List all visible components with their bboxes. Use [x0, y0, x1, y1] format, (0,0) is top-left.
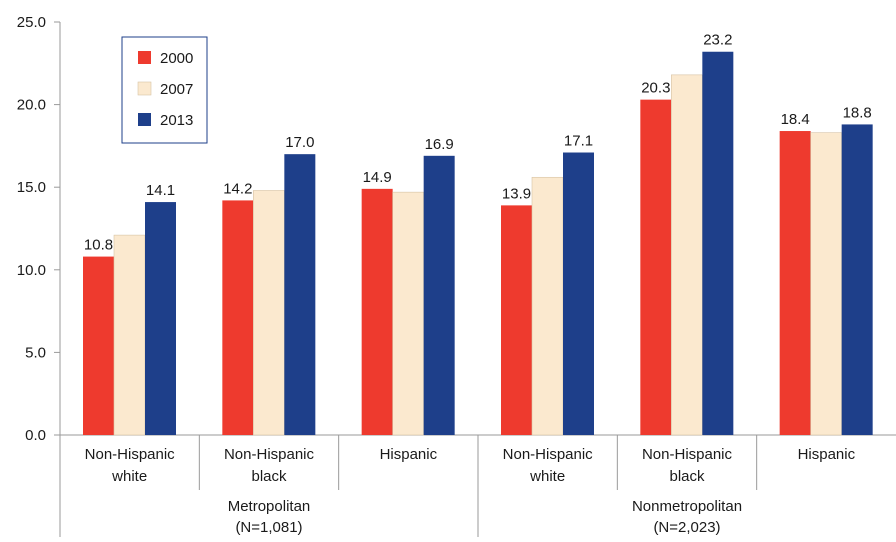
data-label: 17.1 [564, 133, 593, 150]
bar-2000 [501, 205, 532, 435]
bar-2000 [222, 200, 254, 435]
bar-2000 [361, 188, 393, 435]
y-tick-label: 0.0 [25, 427, 46, 444]
data-label: 13.9 [502, 185, 531, 202]
category-label: Non-Hispanic [224, 446, 315, 463]
data-label: 14.1 [146, 182, 175, 199]
bar-2000 [83, 256, 114, 435]
group-label: Metropolitan [228, 498, 311, 515]
bar-2007 [810, 132, 842, 436]
legend-label: 2013 [160, 112, 193, 129]
category-label: Non-Hispanic [85, 446, 176, 463]
bar-2007 [253, 190, 285, 436]
legend-label: 2007 [160, 81, 193, 98]
y-tick-label: 15.0 [17, 179, 46, 196]
bar-2000 [640, 99, 672, 436]
data-label: 18.8 [843, 104, 872, 121]
bar-2013 [563, 152, 594, 435]
y-tick-label: 10.0 [17, 262, 46, 279]
bar-2007 [671, 74, 703, 436]
category-label: white [529, 468, 565, 485]
legend-swatch-2007 [137, 81, 152, 96]
category-label: black [669, 468, 705, 485]
category-label: black [251, 468, 287, 485]
bar-2013 [423, 155, 455, 435]
legend-label: 2000 [160, 50, 193, 67]
data-label: 14.9 [363, 169, 392, 186]
legend-swatch-2013 [138, 113, 151, 126]
group-label-n: (N=1,081) [235, 519, 302, 536]
bar-2007 [531, 176, 564, 436]
bar-2013 [145, 202, 176, 435]
data-label: 16.9 [425, 136, 454, 153]
category-label: Hispanic [380, 446, 438, 463]
category-label: white [111, 468, 147, 485]
group-label-n: (N=2,023) [653, 519, 720, 536]
bar-2013 [284, 154, 316, 435]
bar-2013 [841, 124, 873, 435]
legend-swatch-2000 [138, 51, 151, 64]
data-label: 18.4 [781, 111, 810, 128]
y-tick-label: 20.0 [17, 97, 46, 114]
category-label: Non-Hispanic [642, 446, 733, 463]
data-label: 14.2 [223, 180, 252, 197]
y-tick-label: 25.0 [17, 14, 46, 31]
group-label: Nonmetropolitan [632, 498, 742, 515]
data-label: 10.8 [84, 237, 113, 254]
bar-2013 [702, 51, 734, 436]
y-tick-label: 5.0 [25, 344, 46, 361]
legend-box [121, 36, 208, 144]
category-label: Hispanic [798, 446, 856, 463]
bar-2000 [779, 131, 811, 436]
data-label: 23.2 [703, 32, 732, 49]
bar-2007 [392, 191, 424, 436]
data-label: 20.3 [641, 80, 670, 97]
bar-2007 [113, 234, 146, 436]
data-label: 17.0 [285, 134, 314, 151]
category-label: Non-Hispanic [503, 446, 594, 463]
